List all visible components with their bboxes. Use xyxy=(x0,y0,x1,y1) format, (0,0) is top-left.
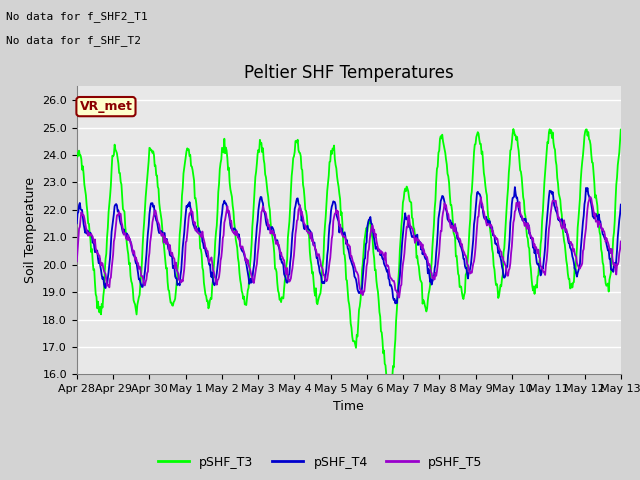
pSHF_T3 xyxy=(194,222,202,228)
pSHF_T3 xyxy=(416,271,424,277)
pSHF_T5 xyxy=(139,273,147,279)
pSHF_T5 xyxy=(73,259,81,264)
pSHF_T3 xyxy=(509,126,517,132)
pSHF_T5 xyxy=(194,230,202,236)
Y-axis label: Soil Temperature: Soil Temperature xyxy=(24,178,36,283)
pSHF_T5 xyxy=(223,208,230,214)
Line: pSHF_T4: pSHF_T4 xyxy=(77,187,621,303)
pSHF_T3 xyxy=(431,197,439,203)
pSHF_T4 xyxy=(73,220,81,226)
pSHF_T3 xyxy=(617,127,625,132)
pSHF_T4 xyxy=(194,228,202,234)
pSHF_T5 xyxy=(431,270,439,276)
pSHF_T3 xyxy=(73,151,81,156)
pSHF_T3 xyxy=(139,243,147,249)
pSHF_T4 xyxy=(83,231,90,237)
pSHF_T3 xyxy=(83,202,90,208)
Legend: pSHF_T3, pSHF_T4, pSHF_T5: pSHF_T3, pSHF_T4, pSHF_T5 xyxy=(153,451,487,474)
pSHF_T5 xyxy=(617,239,625,244)
pSHF_T3 xyxy=(223,148,230,154)
Text: No data for f_SHF_T2: No data for f_SHF_T2 xyxy=(6,35,141,46)
Line: pSHF_T5: pSHF_T5 xyxy=(77,197,621,298)
pSHF_T5 xyxy=(83,228,90,233)
Text: VR_met: VR_met xyxy=(79,100,132,113)
pSHF_T4 xyxy=(511,184,518,190)
X-axis label: Time: Time xyxy=(333,400,364,413)
pSHF_T5 xyxy=(416,239,424,245)
pSHF_T5 xyxy=(587,194,595,200)
Text: No data for f_SHF2_T1: No data for f_SHF2_T1 xyxy=(6,11,148,22)
pSHF_T5 xyxy=(396,295,403,300)
pSHF_T3 xyxy=(385,388,393,394)
Title: Peltier SHF Temperatures: Peltier SHF Temperatures xyxy=(244,64,454,82)
pSHF_T4 xyxy=(431,262,439,267)
pSHF_T4 xyxy=(139,284,147,290)
pSHF_T4 xyxy=(617,202,625,207)
pSHF_T4 xyxy=(392,300,399,306)
pSHF_T4 xyxy=(416,241,424,247)
pSHF_T4 xyxy=(223,203,230,208)
Line: pSHF_T3: pSHF_T3 xyxy=(77,129,621,391)
